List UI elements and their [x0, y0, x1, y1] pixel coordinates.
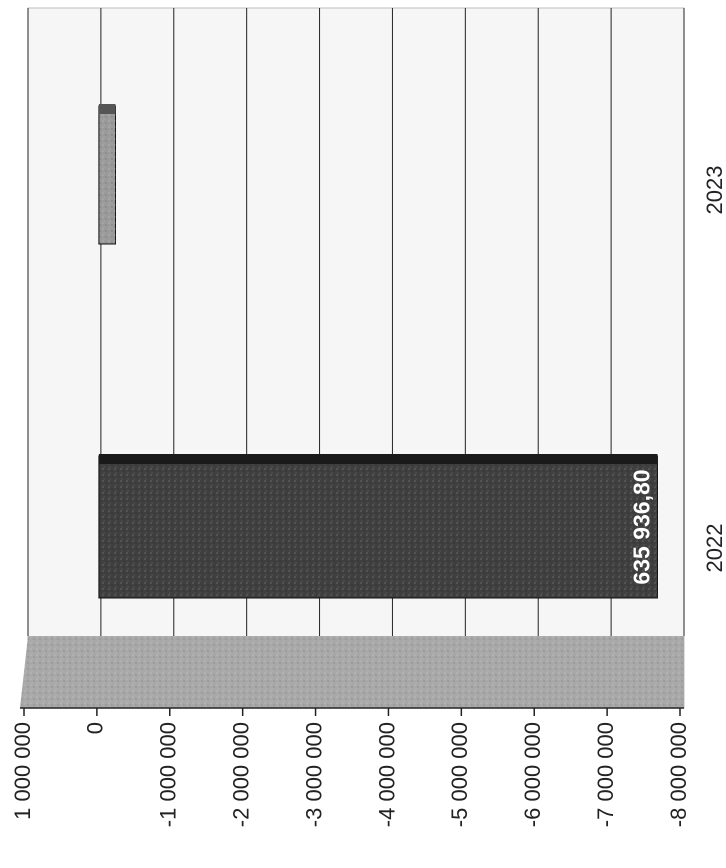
bar-top-face: [98, 454, 658, 464]
tick-label: 1 000 000: [10, 722, 35, 820]
bar-top-face: [98, 104, 116, 114]
tick-label: -2 000 000: [228, 722, 253, 827]
data-label: 635 936,80: [628, 469, 654, 584]
tick-label: 0: [83, 722, 108, 734]
tick-label: -8 000 000: [666, 722, 691, 827]
tick-label: -3 000 000: [301, 722, 326, 827]
tick-label: -6 000 000: [520, 722, 545, 827]
bar-texture: [98, 106, 116, 244]
value-axis: 1 000 000 0 -1 000 000 -2 000 000 -3 000 000…: [10, 708, 691, 827]
tick-label: -1 000 000: [156, 722, 181, 827]
data-labels: 635 936,80: [628, 469, 654, 584]
category-label: 2022: [702, 524, 726, 573]
tick-label: -7 000 000: [593, 722, 618, 827]
category-axis: 2022 2023: [702, 166, 726, 573]
bar-texture: [98, 456, 658, 598]
plot-floor-texture: [20, 636, 684, 708]
plot-back-wall: [27, 7, 685, 709]
category-label: 2023: [702, 166, 726, 215]
tick-label: -4 000 000: [374, 722, 399, 827]
bars: [98, 104, 658, 599]
tick-label: -5 000 000: [447, 722, 472, 827]
